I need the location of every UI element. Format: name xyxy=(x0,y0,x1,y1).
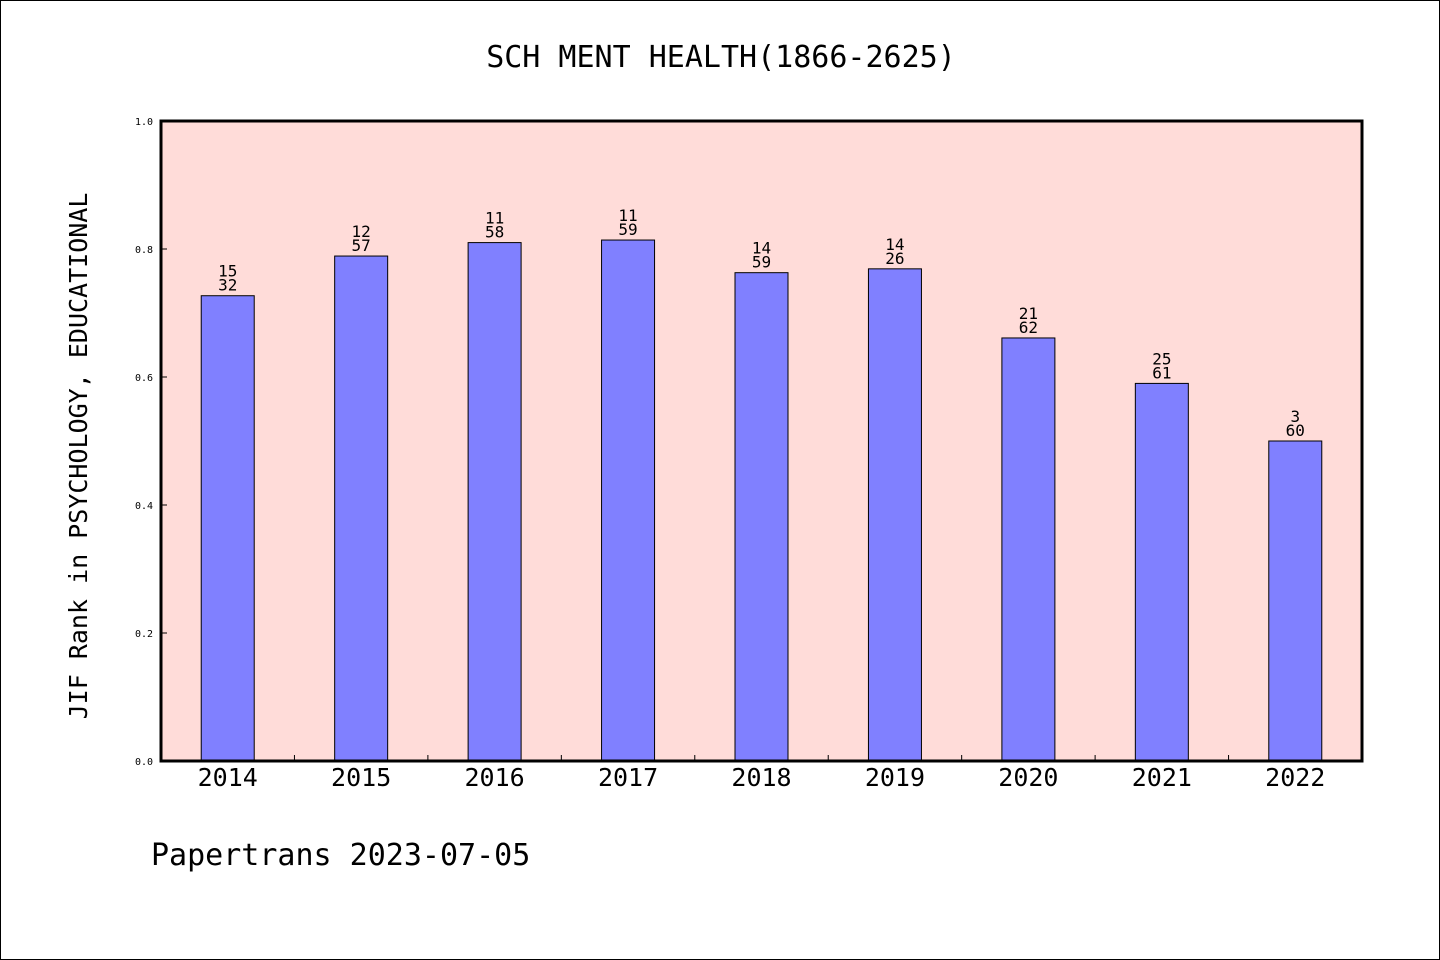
x-tick-label: 2014 xyxy=(198,763,258,792)
x-tick-label: 2019 xyxy=(865,763,925,792)
bar-2016 xyxy=(467,242,522,762)
bar-total-label: 59 xyxy=(618,220,637,239)
bar-total-label: 57 xyxy=(352,236,371,255)
bar-2017 xyxy=(601,239,656,762)
y-tick-label: 0.2 xyxy=(135,629,153,640)
bar-2021 xyxy=(1134,382,1189,762)
chart-title: SCH MENT HEALTH(1866-2625) xyxy=(486,40,956,75)
bar-rank-label: 15 xyxy=(218,262,237,281)
bar-total-label: 59 xyxy=(752,253,771,272)
x-tick-label: 2022 xyxy=(1265,763,1325,792)
y-tick-label: 0.4 xyxy=(135,501,153,512)
x-tick-label: 2016 xyxy=(465,763,525,792)
bar-rank-label: 11 xyxy=(618,206,637,225)
x-tick-label: 2017 xyxy=(598,763,658,792)
bar-total-label: 60 xyxy=(1286,421,1305,440)
bar-2018 xyxy=(734,272,789,762)
bar-rank-label: 12 xyxy=(352,222,371,241)
bar-2019 xyxy=(867,268,922,762)
x-tick-label: 2020 xyxy=(998,763,1058,792)
bar-total-label: 26 xyxy=(885,249,904,268)
bar-rank-label: 11 xyxy=(485,209,504,228)
x-tick-label: 2021 xyxy=(1132,763,1192,792)
bar-rank-label: 3 xyxy=(1290,407,1300,426)
bars xyxy=(200,239,1323,762)
x-axis-ticks: 2014 2015 2016 2017 2018 2019 2020 2021 2022 xyxy=(198,755,1325,792)
bar-2015 xyxy=(334,255,389,762)
bar-rank-label: 14 xyxy=(752,239,771,258)
x-tick-label: 2015 xyxy=(331,763,391,792)
bar-total-label: 61 xyxy=(1152,363,1171,382)
bar-2022 xyxy=(1268,440,1323,762)
plot-border xyxy=(159,119,1364,763)
footer-date: Papertrans 2023-07-05 xyxy=(151,838,530,873)
y-tick-label: 1.0 xyxy=(135,117,153,128)
bar-rank-label: 25 xyxy=(1152,349,1171,368)
bar-rank-label: 14 xyxy=(885,235,904,254)
bar-rank-label: 21 xyxy=(1019,304,1038,323)
bar-total-label: 32 xyxy=(218,276,237,295)
y-tick-label: 0.0 xyxy=(135,757,153,768)
bar-2020 xyxy=(1001,337,1056,762)
x-tick-label: 2018 xyxy=(731,763,791,792)
y-tick-label: 0.8 xyxy=(135,245,153,256)
y-tick-label: 0.6 xyxy=(135,373,153,384)
bar-2014 xyxy=(200,295,255,762)
bar-total-label: 62 xyxy=(1019,318,1038,337)
bar-total-label: 58 xyxy=(485,223,504,242)
y-axis-label: JIF Rank in PSYCHOLOGY, EDUCATIONAL xyxy=(64,193,93,720)
